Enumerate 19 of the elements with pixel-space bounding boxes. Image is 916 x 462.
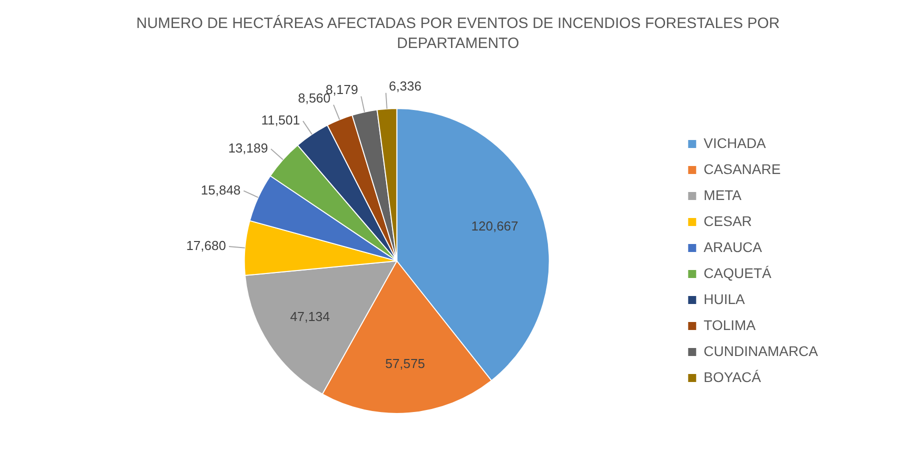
legend-label: VICHADA bbox=[704, 134, 767, 151]
legend-label: META bbox=[704, 186, 742, 203]
legend-label: CESAR bbox=[704, 212, 752, 229]
legend-label: CASANARE bbox=[704, 160, 781, 177]
data-label: 47,134 bbox=[290, 309, 330, 324]
data-label: 57,575 bbox=[385, 356, 425, 371]
data-label: 11,501 bbox=[261, 112, 300, 128]
data-label: 15,848 bbox=[200, 182, 241, 198]
legend-label: ARAUCA bbox=[704, 238, 763, 255]
legend-label: BOYACÁ bbox=[704, 368, 762, 385]
legend-label: CAQUETÁ bbox=[704, 264, 772, 281]
data-label: 13,189 bbox=[228, 140, 268, 156]
data-label: 120,667 bbox=[471, 218, 518, 234]
legend-label: CUNDINAMARCA bbox=[704, 342, 819, 359]
legend-label: TOLIMA bbox=[704, 316, 756, 333]
data-label: 17,680 bbox=[186, 238, 226, 254]
legend-label: HUILA bbox=[704, 290, 746, 307]
chart-title: NUMERO DE HECTÁREAS AFECTADAS POR EVENTOS DE INCENDIOS FORESTALES POR DEPARTAMENTO bbox=[135, 14, 781, 54]
data-label: 6,336 bbox=[388, 78, 422, 94]
